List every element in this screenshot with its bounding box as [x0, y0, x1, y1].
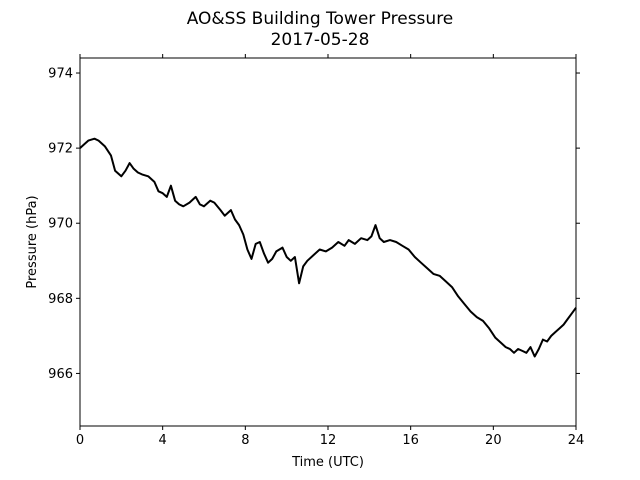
x-tick-label: 0 — [76, 433, 84, 448]
x-tick-label: 16 — [402, 433, 419, 448]
y-tick-label: 966 — [48, 367, 73, 382]
x-axis-label: Time (UTC) — [291, 455, 364, 470]
axes-frame — [79, 57, 577, 427]
series-line-0 — [79, 137, 577, 358]
plot-area — [79, 137, 577, 358]
y-axis-label: Pressure (hPa) — [25, 195, 40, 288]
y-tick-label: 970 — [48, 217, 73, 232]
y-tick-label: 968 — [48, 292, 73, 307]
y-tick-label: 972 — [48, 142, 73, 157]
x-tick-label: 8 — [241, 433, 249, 448]
x-tick-label: 24 — [568, 433, 585, 448]
x-tick-label: 20 — [485, 433, 502, 448]
chart-title: AO&SS Building Tower Pressure — [187, 9, 454, 29]
axis-ticks: 0 4 8 12 16 20 24 966 968 970 972 974 — [48, 54, 584, 448]
x-tick-label: 12 — [320, 433, 337, 448]
y-tick-label: 974 — [48, 67, 73, 82]
x-tick-label: 4 — [159, 433, 167, 448]
chart-subtitle: 2017-05-28 — [271, 30, 370, 50]
